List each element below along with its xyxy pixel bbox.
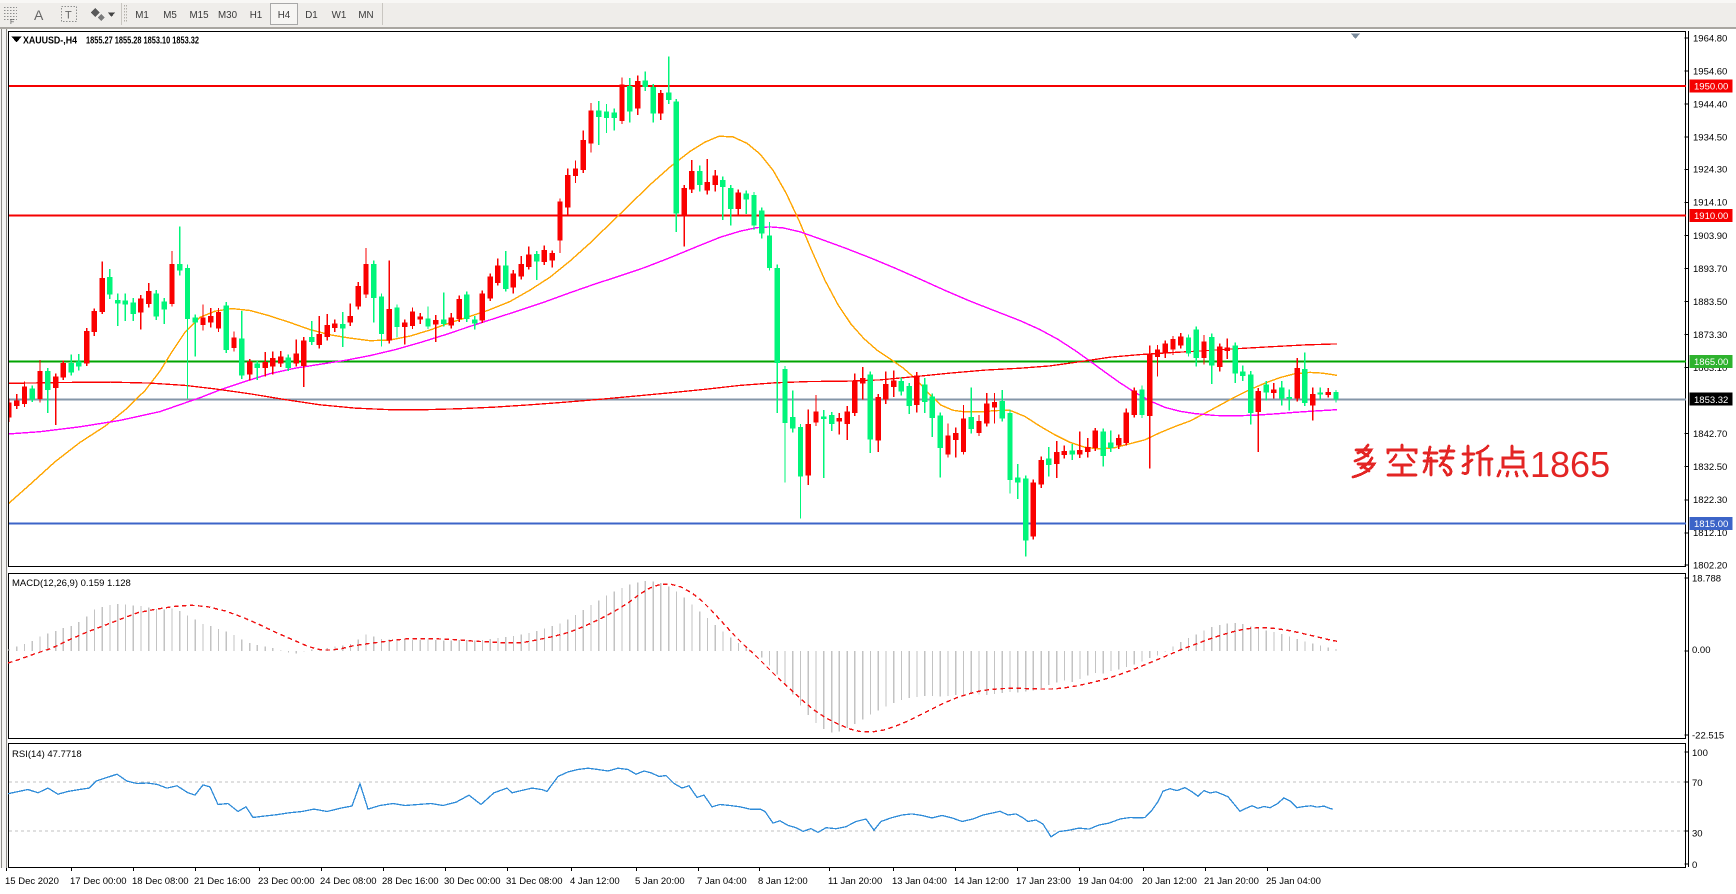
svg-text:1934.50: 1934.50 — [1693, 133, 1727, 144]
svg-text:17 Jan 23:00: 17 Jan 23:00 — [1016, 876, 1071, 887]
svg-text:31 Dec 08:00: 31 Dec 08:00 — [506, 876, 563, 887]
svg-text:1944.40: 1944.40 — [1693, 100, 1727, 111]
svg-text:28 Dec 16:00: 28 Dec 16:00 — [382, 876, 439, 887]
svg-text:H4: H4 — [278, 10, 291, 21]
svg-text:21 Jan 20:00: 21 Jan 20:00 — [1204, 876, 1259, 887]
svg-text:1822.30: 1822.30 — [1693, 495, 1727, 506]
svg-text:D1: D1 — [305, 10, 318, 21]
svg-text:1873.30: 1873.30 — [1693, 330, 1727, 341]
svg-text:1855.27 1855.28 1853.10 1853.3: 1855.27 1855.28 1853.10 1853.32 — [86, 36, 199, 47]
svg-text:MACD(12,26,9) 0.159 1.128: MACD(12,26,9) 0.159 1.128 — [12, 578, 131, 589]
svg-text:24 Dec 08:00: 24 Dec 08:00 — [320, 876, 377, 887]
svg-text:7 Jan 04:00: 7 Jan 04:00 — [697, 876, 747, 887]
svg-text:T: T — [65, 10, 72, 22]
svg-text:1865.00: 1865.00 — [1694, 357, 1728, 368]
svg-text:15 Dec 2020: 15 Dec 2020 — [5, 876, 59, 887]
svg-text:11 Jan 20:00: 11 Jan 20:00 — [828, 876, 882, 887]
svg-text:1950.00: 1950.00 — [1694, 82, 1728, 93]
svg-text:5 Jan 20:00: 5 Jan 20:00 — [635, 876, 685, 887]
svg-text:1812.10: 1812.10 — [1693, 528, 1727, 539]
svg-text:1893.70: 1893.70 — [1693, 264, 1727, 275]
svg-text:8 Jan 12:00: 8 Jan 12:00 — [758, 876, 808, 887]
svg-text:1910.00: 1910.00 — [1694, 211, 1728, 222]
svg-text:14 Jan 12:00: 14 Jan 12:00 — [954, 876, 1009, 887]
svg-text:-22.515: -22.515 — [1692, 731, 1724, 742]
svg-text:4 Jan 12:00: 4 Jan 12:00 — [570, 876, 620, 887]
svg-text:1883.50: 1883.50 — [1693, 297, 1727, 308]
svg-text:21 Dec 16:00: 21 Dec 16:00 — [194, 876, 251, 887]
svg-text:A: A — [34, 7, 44, 23]
svg-text:1815.00: 1815.00 — [1694, 519, 1728, 530]
svg-text:1853.32: 1853.32 — [1694, 395, 1728, 406]
svg-text:MN: MN — [358, 10, 373, 21]
svg-text:1842.70: 1842.70 — [1693, 429, 1727, 440]
svg-text:100: 100 — [1692, 748, 1708, 759]
svg-text:20 Jan 12:00: 20 Jan 12:00 — [1142, 876, 1197, 887]
svg-text:M30: M30 — [218, 10, 238, 21]
svg-text:23 Dec 00:00: 23 Dec 00:00 — [258, 876, 315, 887]
svg-text:1914.10: 1914.10 — [1693, 198, 1727, 209]
svg-text:30 Dec 00:00: 30 Dec 00:00 — [444, 876, 501, 887]
svg-text:H1: H1 — [250, 10, 263, 21]
svg-text:M15: M15 — [189, 10, 209, 21]
svg-text:0.00: 0.00 — [1692, 645, 1711, 656]
svg-text:M1: M1 — [135, 10, 149, 21]
svg-text:1832.50: 1832.50 — [1693, 462, 1727, 473]
svg-text:M5: M5 — [163, 10, 177, 21]
svg-text:1903.90: 1903.90 — [1693, 231, 1727, 242]
svg-text:18 Dec 08:00: 18 Dec 08:00 — [132, 876, 189, 887]
svg-text:25 Jan 04:00: 25 Jan 04:00 — [1266, 876, 1321, 887]
svg-text:1802.20: 1802.20 — [1693, 560, 1727, 571]
svg-text:1954.60: 1954.60 — [1693, 67, 1727, 78]
svg-text:18.788: 18.788 — [1692, 574, 1721, 585]
svg-text:1865: 1865 — [1530, 444, 1610, 485]
svg-text:RSI(14) 47.7718: RSI(14) 47.7718 — [12, 749, 82, 760]
svg-text:13 Jan 04:00: 13 Jan 04:00 — [892, 876, 947, 887]
svg-text:70: 70 — [1692, 778, 1703, 789]
svg-text:XAUUSD-,H4: XAUUSD-,H4 — [23, 36, 77, 47]
svg-text:1964.80: 1964.80 — [1693, 33, 1727, 44]
svg-text:0: 0 — [1692, 860, 1697, 871]
svg-text:1863.10: 1863.10 — [1693, 363, 1727, 374]
svg-text:W1: W1 — [332, 10, 347, 21]
svg-text:17 Dec 00:00: 17 Dec 00:00 — [70, 876, 127, 887]
svg-text:1924.30: 1924.30 — [1693, 165, 1727, 176]
svg-text:30: 30 — [1692, 829, 1703, 840]
svg-text:F: F — [10, 19, 14, 26]
svg-text:19 Jan 04:00: 19 Jan 04:00 — [1078, 876, 1133, 887]
